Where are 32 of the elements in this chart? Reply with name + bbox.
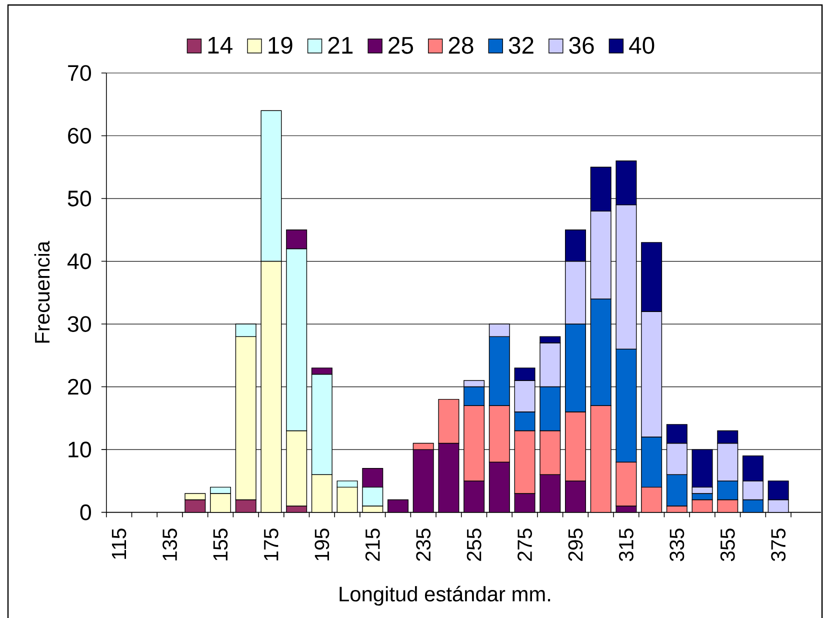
x-tick-label: 335 [670,528,684,562]
legend-label: 40 [629,36,654,54]
x-tick-label: 135 [162,528,178,560]
x-tick-label: 255 [466,528,482,561]
x-tick-label: 375 [771,528,786,562]
x-tick-label: 195 [314,528,330,560]
y-tick-label: 40 [67,253,91,270]
x-tick-label: 155 [213,528,228,560]
legend-label: 28 [448,36,474,54]
x-tick-label: 295 [568,528,583,561]
x-tick-label: 115 [112,528,126,559]
y-tick-label: 10 [68,442,91,458]
legend-label: 14 [208,37,232,54]
y-tick-label: 50 [68,190,91,206]
x-tick-label: 315 [618,528,634,562]
y-axis-title: Frecuencia [34,240,50,343]
legend-label: 32 [508,36,534,54]
x-tick-label: 215 [365,528,380,561]
x-tick-label: 275 [518,528,532,561]
y-tick-label: 0 [80,504,92,520]
legend-label: 21 [328,36,353,54]
y-tick-label: 20 [68,378,91,395]
y-tick-label: 60 [68,128,91,144]
x-tick-label: 355 [720,528,735,562]
x-tick-label: 175 [264,528,278,560]
y-tick-label: 30 [68,316,91,332]
x-axis-title: Longitud estándar mm. [340,586,550,606]
x-tick-label: 235 [416,528,431,561]
y-tick-label: 70 [68,65,91,81]
legend-label: 19 [268,36,292,54]
legend-label: 36 [569,36,594,54]
legend-label: 25 [388,36,413,54]
